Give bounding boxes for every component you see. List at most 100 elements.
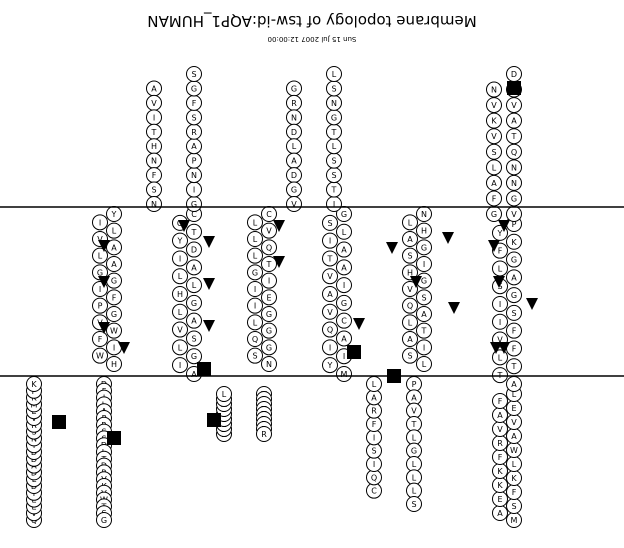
residue: P xyxy=(186,152,202,169)
svg-text:G: G xyxy=(291,84,297,93)
marker-triangle xyxy=(526,298,538,310)
svg-text:L: L xyxy=(408,318,413,327)
svg-text:G: G xyxy=(341,210,347,219)
svg-text:L: L xyxy=(253,318,258,327)
residue: G xyxy=(247,264,263,281)
residue: E xyxy=(492,491,508,507)
residue: T xyxy=(506,358,522,375)
svg-text:G: G xyxy=(266,310,272,319)
residue: L xyxy=(247,314,263,331)
svg-text:N: N xyxy=(266,360,272,369)
residue: L xyxy=(172,303,188,320)
strand-tm6: HWIFWVGPFIGGALAVLIY xyxy=(92,206,122,372)
residue: S xyxy=(186,330,202,347)
residue: N xyxy=(146,152,162,169)
svg-text:I: I xyxy=(329,237,331,246)
svg-text:V: V xyxy=(491,132,497,141)
residue: G xyxy=(506,251,522,268)
residue: S xyxy=(402,347,418,364)
marker-triangle xyxy=(118,342,130,354)
residue: N xyxy=(486,81,502,98)
residue: E xyxy=(506,400,522,416)
residue: F xyxy=(186,94,202,111)
svg-text:I: I xyxy=(113,343,115,352)
residue: I xyxy=(247,297,263,314)
residue: L xyxy=(416,356,432,372)
residue: Q xyxy=(402,297,418,314)
svg-text:S: S xyxy=(421,293,426,302)
svg-text:L: L xyxy=(498,353,503,362)
residue: D xyxy=(506,66,522,82)
svg-text:D: D xyxy=(511,70,517,79)
svg-text:L: L xyxy=(422,360,427,369)
residue: N xyxy=(261,356,277,372)
strand-c-terminus: DFILAPRSSDLTDRVKVWTSGQVEEYDLDADDINSRVEMK… xyxy=(26,376,112,528)
svg-text:G: G xyxy=(252,268,258,277)
svg-text:A: A xyxy=(411,393,417,402)
residue: D xyxy=(186,241,202,258)
marker-layer xyxy=(52,81,538,445)
svg-text:T: T xyxy=(331,186,337,195)
svg-text:P: P xyxy=(512,220,517,229)
residue: H xyxy=(146,138,162,155)
residue: V xyxy=(146,94,162,111)
svg-text:S: S xyxy=(491,148,496,157)
residue: A xyxy=(186,312,202,329)
svg-text:F: F xyxy=(512,344,517,353)
residue: C xyxy=(366,482,382,499)
svg-text:L: L xyxy=(412,460,417,469)
svg-text:N: N xyxy=(421,210,427,219)
residue: L xyxy=(326,138,342,155)
residue: V xyxy=(492,421,508,437)
residue: G xyxy=(336,294,352,311)
residue: T xyxy=(406,416,422,432)
residue: K xyxy=(486,112,502,129)
marker-triangle xyxy=(488,240,500,252)
residue: I xyxy=(261,272,277,289)
svg-text:R: R xyxy=(497,439,503,448)
residue: K xyxy=(506,470,522,486)
residue: G xyxy=(106,272,122,289)
residue: R xyxy=(256,426,272,442)
svg-text:A: A xyxy=(511,380,517,389)
svg-text:S: S xyxy=(191,334,196,343)
svg-text:G: G xyxy=(341,299,347,308)
svg-text:S: S xyxy=(407,252,412,261)
residue: S xyxy=(146,181,162,198)
svg-text:M: M xyxy=(341,370,348,379)
residue: H xyxy=(106,356,122,372)
svg-text:F: F xyxy=(498,247,503,256)
residue: A xyxy=(186,259,202,276)
residue: S xyxy=(326,80,342,97)
residue: G xyxy=(286,181,302,198)
svg-text:A: A xyxy=(511,273,517,282)
residue: A xyxy=(416,306,432,322)
svg-text:A: A xyxy=(341,246,347,255)
residue: F xyxy=(106,289,122,306)
svg-text:V: V xyxy=(177,326,183,335)
residue: F xyxy=(92,331,108,347)
residue: H xyxy=(172,286,188,302)
residue: M xyxy=(336,366,352,382)
residue: L xyxy=(506,456,522,472)
residue: R xyxy=(186,123,202,140)
residue: V xyxy=(506,414,522,430)
svg-text:F: F xyxy=(372,420,377,429)
marker-triangle xyxy=(448,302,460,314)
residue: E xyxy=(261,289,277,306)
residue: D xyxy=(286,167,302,184)
marker-triangle xyxy=(98,276,110,288)
svg-text:I: I xyxy=(373,433,375,442)
residue: G xyxy=(286,80,302,97)
residue: H xyxy=(416,222,432,239)
svg-text:C: C xyxy=(191,210,197,219)
svg-text:S: S xyxy=(331,171,336,180)
residue: T xyxy=(506,128,522,145)
svg-text:I: I xyxy=(254,302,256,311)
residue: G xyxy=(261,339,277,356)
svg-text:F: F xyxy=(512,327,517,336)
